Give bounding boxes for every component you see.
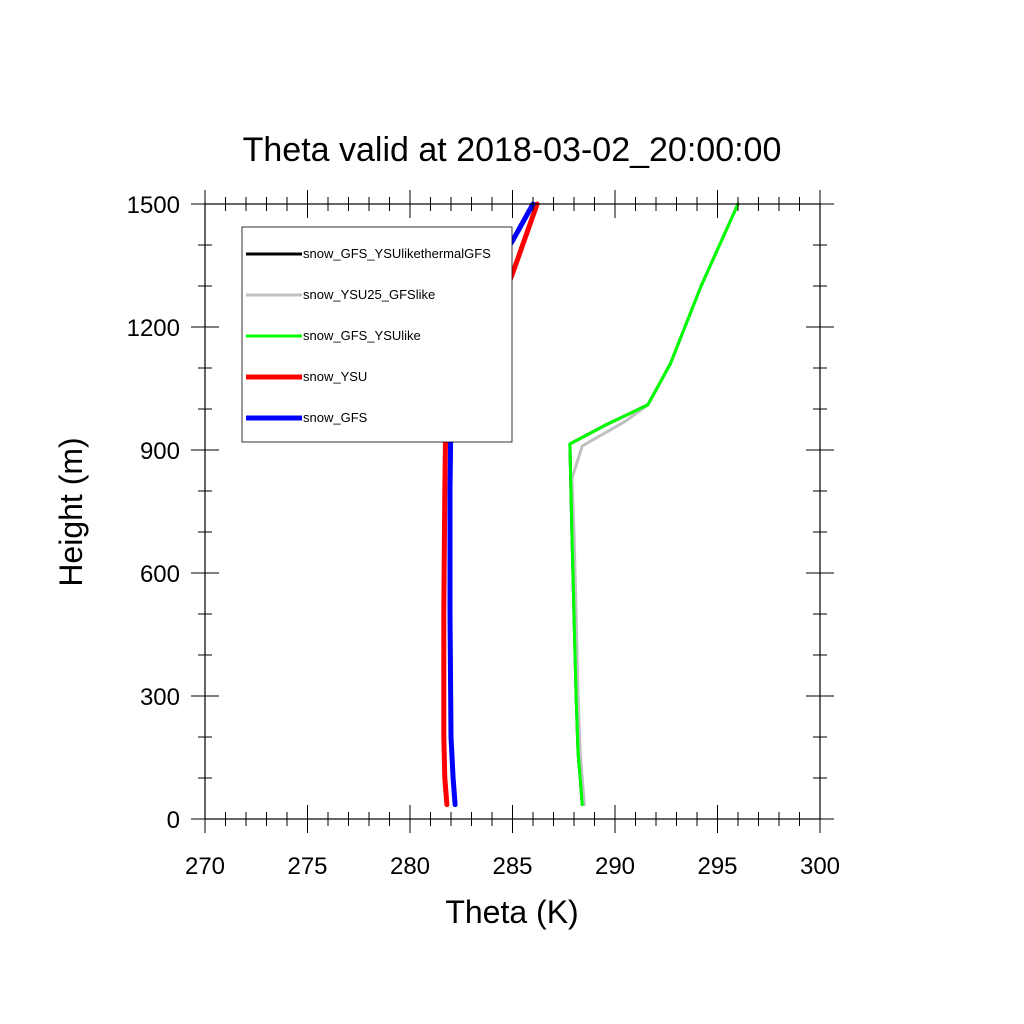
x-tick-label: 285 [492, 853, 532, 880]
x-axis-label: Theta (K) [445, 894, 578, 930]
ticks-layer: 270 275 280 285 290 295 300 0 300 600 900 1200 1500 [127, 190, 840, 880]
series-line-snow_GFS_YSUlike [568, 202, 740, 807]
x-tick-label: 270 [185, 853, 225, 880]
y-axis-label: Height (m) [53, 437, 89, 586]
legend-label-snow_YSU25_GFSlike: snow_YSU25_GFSlike [303, 287, 435, 302]
series-line-snow_YSU25_GFSlike [570, 202, 740, 807]
y-tick-label: 600 [140, 561, 180, 588]
legend-label-snow_GFS_YSUlike: snow_GFS_YSUlike [303, 328, 421, 343]
legend-label-snow_GFS_YSUlikethermalGFS: snow_GFS_YSUlikethermalGFS [303, 246, 491, 261]
x-tick-label: 300 [800, 853, 840, 880]
x-tick-label: 295 [697, 853, 737, 880]
y-tick-label: 1200 [127, 315, 180, 342]
y-tick-label: 900 [140, 438, 180, 465]
y-tick-label: 300 [140, 684, 180, 711]
x-tick-label: 290 [595, 853, 635, 880]
x-tick-label: 280 [390, 853, 430, 880]
legend-entries: snow_GFS_YSUlikethermalGFS snow_YSU25_GFS… [246, 246, 491, 425]
y-tick-label: 1500 [127, 192, 180, 219]
chart-title: Theta valid at 2018-03-02_20:00:00 [243, 131, 782, 169]
legend-label-snow_GFS: snow_GFS [303, 410, 368, 425]
legend: snow_GFS_YSUlikethermalGFS snow_YSU25_GFS… [241, 226, 513, 443]
series-line-snow_GFS_YSUlikethermalGFS [568, 202, 740, 807]
y-tick-label: 0 [167, 807, 180, 834]
x-tick-label: 275 [287, 853, 327, 880]
legend-label-snow_YSU: snow_YSU [303, 369, 367, 384]
